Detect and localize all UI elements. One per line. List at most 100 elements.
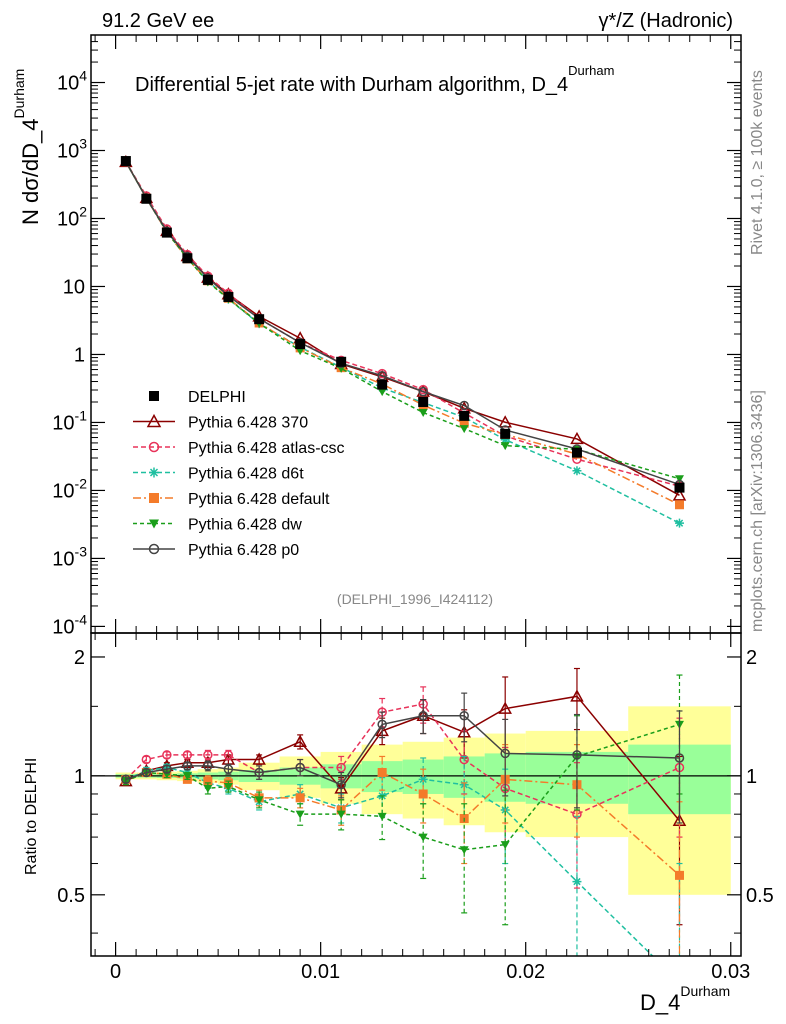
y-tick-base: 10 (57, 208, 79, 230)
ratio-series-marker (254, 796, 264, 805)
data-point (459, 410, 470, 421)
y-axis-label-main: N dσ/dD_4 (18, 118, 43, 225)
main-series-marker (672, 488, 687, 501)
ratio-series-marker (182, 761, 193, 771)
data-point (418, 396, 429, 407)
ratio-series-marker (182, 750, 193, 760)
ratio-series-marker (336, 779, 346, 790)
data-point (182, 253, 193, 264)
legend-marker (149, 519, 159, 529)
legend-marker (149, 467, 159, 478)
data-point (202, 274, 213, 285)
ratio-series-marker (293, 734, 307, 748)
ratio-series-marker (162, 750, 172, 760)
ratio-series-marker (203, 776, 213, 786)
y-tick-exponent: -1 (75, 407, 88, 423)
legend-label: Pythia 6.428 d6t (188, 466, 304, 483)
ratio-series-marker (203, 784, 213, 793)
main-series-line (125, 161, 680, 486)
ratio-series-marker (418, 789, 428, 799)
y-tick-exponent: 4 (79, 68, 87, 84)
y-tick-base: 10 (52, 548, 74, 570)
ratio-series-marker (223, 764, 234, 774)
main-series-marker (674, 500, 684, 510)
ratio-series-marker (459, 754, 469, 765)
main-series-marker (418, 409, 428, 418)
ratio-series-marker (336, 810, 346, 819)
y-tick-base: 10 (57, 73, 79, 95)
data-point (120, 156, 131, 167)
plot-title-sup: Durham (568, 63, 614, 78)
ratio-series-marker (252, 752, 266, 765)
y-tick-base: 10 (52, 480, 74, 502)
ratio-tick-label-right: 1 (746, 766, 757, 788)
y-tick-label: 10-2 (52, 475, 87, 502)
y-tick-label: 10-4 (52, 611, 87, 638)
data-point (336, 356, 347, 367)
x-axis-label-sup: Durham (680, 983, 730, 999)
mcplots-label: mcplots.cern.ch [arXiv:1306.3436] (749, 390, 766, 632)
data-point (141, 193, 152, 204)
ratio-series-marker (182, 772, 192, 781)
ratio-series-marker (377, 719, 387, 730)
y-tick-exponent: -4 (75, 611, 88, 627)
data-point (571, 447, 582, 458)
ratio-frame (90, 632, 742, 957)
y-tick-exponent: -2 (75, 475, 88, 491)
ratio-series-marker (141, 754, 152, 765)
main-series-marker (570, 431, 584, 445)
rivet-version-label: Rivet 4.1.0, ≥ 100k events (749, 70, 766, 255)
ratio-tick-label-right: 0.5 (746, 885, 774, 907)
ratio-series-marker (295, 793, 305, 803)
ratio-series-marker (500, 748, 510, 759)
ratio-tick-label: 2 (74, 647, 85, 669)
ratio-series-marker (572, 750, 582, 760)
legend-label: Pythia 6.428 default (188, 491, 330, 508)
data-point (500, 428, 511, 439)
main-data-layer (120, 156, 685, 493)
x-tick-label: 0.03 (711, 961, 750, 983)
legend-label: Pythia 6.428 dw (188, 517, 302, 534)
ratio-series-marker (418, 710, 428, 721)
main-series-marker (377, 388, 387, 397)
y-tick-label: 102 (57, 203, 87, 230)
legend-marker (149, 391, 159, 401)
ratio-tick-label-right: 2 (746, 647, 757, 669)
data-point (254, 314, 265, 325)
plot-title-main: Differential 5-jet rate with Durham algo… (135, 74, 568, 96)
y-tick-base: 10 (52, 412, 74, 434)
ratio-series-marker (500, 841, 510, 850)
ratio-series-marker (336, 762, 346, 773)
y-tick-label: 10-3 (52, 543, 87, 570)
main-series-marker (498, 415, 512, 428)
plot-title: Differential 5-jet rate with Durham algo… (135, 63, 614, 96)
y-tick-exponent: 3 (79, 136, 87, 152)
y-tick-label: 10 (63, 276, 85, 298)
ratio-series-marker (674, 870, 684, 880)
ratio-series-marker (295, 810, 305, 819)
main-series-marker (674, 475, 684, 484)
y-tick-exponent: -3 (75, 543, 88, 559)
ratio-series-marker (203, 750, 213, 760)
ratio-series-marker (377, 812, 387, 821)
ratio-series-marker (223, 783, 233, 792)
ratio-series-marker (459, 710, 469, 721)
energy-label: 91.2 GeV ee (102, 10, 214, 32)
y-tick-base: 10 (52, 616, 74, 638)
ratio-series-marker (141, 767, 152, 778)
ratio-series-marker (203, 761, 213, 771)
legend-marker (146, 413, 162, 428)
main-series-marker (459, 418, 469, 428)
main-series-marker (459, 425, 469, 434)
data-point (295, 339, 306, 350)
ratio-series-marker (459, 846, 469, 855)
ratio-series-layer (119, 667, 687, 956)
legend-label: Pythia 6.428 370 (188, 415, 308, 432)
x-axis-label-main: D_4 (640, 990, 680, 1015)
main-series-marker (572, 466, 582, 476)
x-tick-label: 0.02 (506, 961, 545, 983)
main-series-marker (500, 442, 510, 451)
legend-label: DELPHI (188, 389, 246, 406)
x-axis-label: D_4Durham (640, 983, 730, 1015)
ratio-tick-label: 0.5 (57, 885, 85, 907)
